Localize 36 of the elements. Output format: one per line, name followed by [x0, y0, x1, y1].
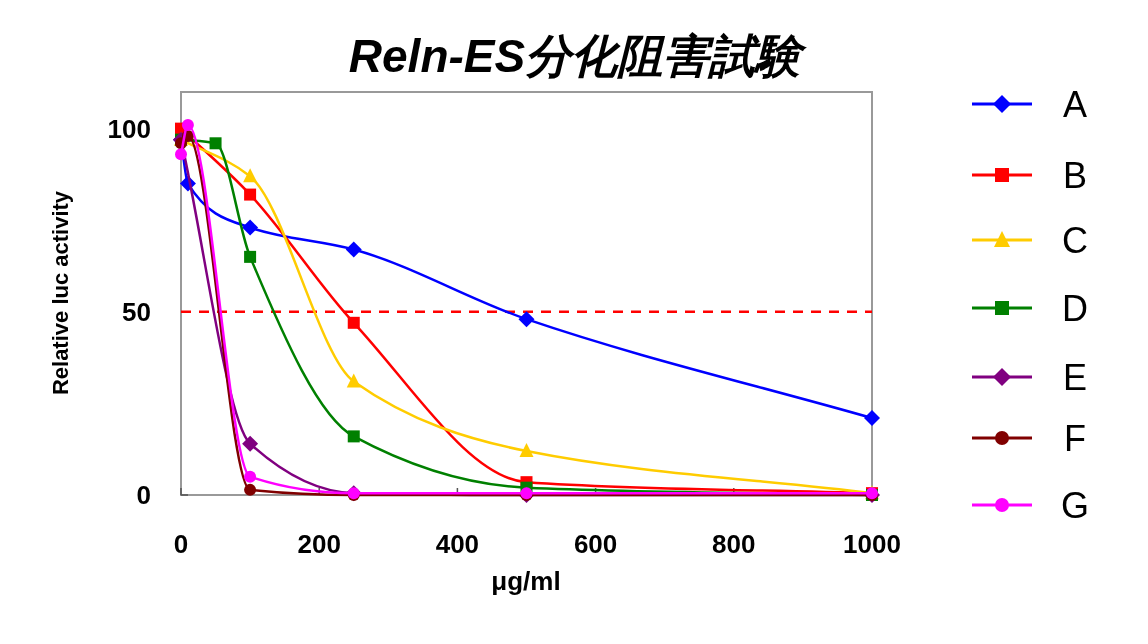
x-tick-label: 1000: [843, 529, 901, 559]
y-tick-label: 100: [107, 113, 151, 144]
legend-label: G: [1060, 485, 1090, 526]
point: [345, 241, 362, 258]
y-tick-label: 50: [122, 296, 151, 327]
legend-label: E: [1062, 357, 1088, 398]
point: [181, 118, 194, 131]
point: [244, 188, 257, 201]
y-tick-label: 0: [136, 480, 151, 510]
legend-label: C: [1062, 220, 1088, 261]
point: [175, 148, 187, 161]
point: [244, 250, 257, 263]
point: [244, 470, 257, 483]
legend-label: A: [1062, 84, 1088, 125]
point: [347, 430, 360, 443]
point: [518, 311, 535, 328]
y-axis-title: Relative luc activity: [48, 190, 73, 396]
legend-label: D: [1062, 288, 1088, 329]
point: [243, 168, 258, 183]
point: [347, 316, 360, 329]
x-axis-title: μg/ml: [491, 566, 561, 596]
point: [242, 435, 259, 452]
point: [242, 219, 259, 236]
x-tick-label: 600: [573, 529, 618, 559]
x-tick-label: 400: [435, 529, 480, 559]
chart-title: Reln-ES分化阻害試験: [348, 30, 808, 82]
point: [519, 443, 534, 458]
point: [346, 373, 361, 388]
x-tick-label: 0: [173, 529, 189, 559]
legend-label: B: [1062, 155, 1088, 196]
point: [244, 483, 257, 496]
x-tick-label: 800: [712, 529, 756, 559]
legend-label: F: [1064, 418, 1086, 459]
point: [209, 137, 222, 150]
x-tick-label: 200: [297, 529, 341, 559]
point: [864, 410, 880, 427]
